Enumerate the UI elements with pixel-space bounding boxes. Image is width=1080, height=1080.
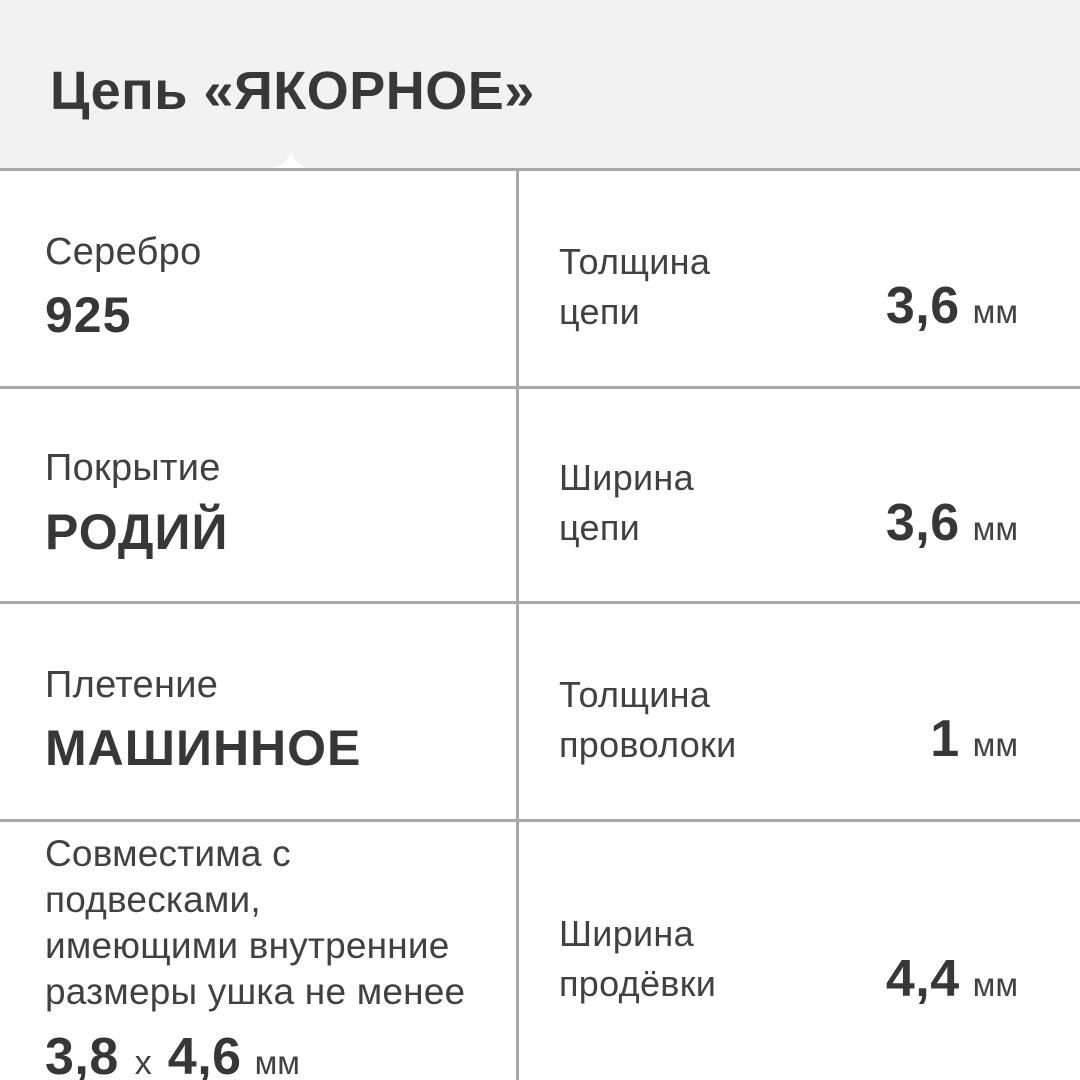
cell-coating: Покрытие РОДИЙ (0, 389, 516, 601)
cell-material: Серебро 925 (0, 171, 516, 386)
loop-width-value: 4,4 мм (886, 949, 1018, 1009)
material-value: 925 (45, 287, 132, 344)
value-number: 3,6 (885, 277, 960, 336)
coating-label: Покрытие (45, 447, 221, 490)
spec-table: Серебро 925 Толщина цепи 3,6 мм Покрытие (0, 168, 1080, 1080)
value-number: 4,4 (885, 949, 960, 1008)
table-row-material: Серебро 925 Толщина цепи 3,6 мм (0, 168, 1080, 386)
chain-width-label: Ширина цепи (559, 453, 694, 552)
compatibility-text: Совместима с подвесками, имеющими внутре… (45, 831, 496, 1015)
value-unit: мм (972, 509, 1018, 547)
label-line: Толщина (559, 673, 711, 715)
loop-width-label: Ширина продёвки (559, 909, 716, 1008)
value-unit: мм (972, 726, 1018, 764)
table-row-coating: Покрытие РОДИЙ Ширина цепи 3,6 мм (0, 386, 1080, 601)
cell-weave: Плетение МАШИННОЕ (0, 604, 516, 819)
cell-chain-width: Ширина цепи 3,6 мм (516, 389, 1080, 601)
chain-thickness-label: Толщина цепи (559, 237, 710, 336)
label-line: цепи (559, 507, 641, 548)
cell-chain-thickness: Толщина цепи 3,6 мм (516, 171, 1080, 386)
spec-pair: Толщина проволоки 1 мм (559, 670, 1018, 769)
text-line: размеры ушка не менее (45, 970, 466, 1012)
text-line: имеющими внутренние (45, 925, 450, 966)
label-line: Толщина (559, 240, 711, 282)
value-unit: мм (972, 965, 1018, 1003)
spec-pair: Ширина продёвки 4,4 мм (559, 909, 1018, 1008)
chain-width-value: 3,6 мм (886, 493, 1018, 553)
weave-value: МАШИННОЕ (45, 720, 362, 777)
text-line: Совместима с подвесками, (45, 833, 291, 921)
card-header: Цепь «ЯКОРНОЕ» (0, 0, 1080, 168)
wire-thickness-value: 1 мм (930, 709, 1018, 769)
chain-thickness-value: 3,6 мм (886, 276, 1018, 336)
value-number: 1 (930, 710, 960, 769)
wire-thickness-label: Толщина проволоки (559, 670, 736, 769)
label-line: проволоки (559, 723, 737, 765)
table-row-weave: Плетение МАШИННОЕ Толщина проволоки 1 мм (0, 601, 1080, 819)
dimension-separator: х (134, 1043, 152, 1080)
label-line: Ширина (559, 457, 694, 499)
dimension-number: 4,6 (167, 1027, 242, 1080)
coating-value: РОДИЙ (45, 503, 229, 560)
compatibility-dimensions: 3,8 х 4,6 мм (45, 1027, 496, 1080)
cell-compatibility: Совместима с подвесками, имеющими внутре… (0, 822, 516, 1080)
label-line: цепи (559, 290, 641, 332)
cell-loop-width: Ширина продёвки 4,4 мм (516, 822, 1080, 1080)
page-title: Цепь «ЯКОРНОЕ» (50, 61, 535, 121)
value-number: 3,6 (885, 493, 960, 552)
table-row-compatibility: Совместима с подвесками, имеющими внутре… (0, 819, 1080, 1080)
label-line: Ширина (559, 913, 694, 955)
material-label: Серебро (45, 230, 202, 273)
spec-pair: Ширина цепи 3,6 мм (559, 453, 1018, 552)
value-unit: мм (254, 1043, 300, 1080)
label-line: продёвки (559, 963, 717, 1004)
cell-wire-thickness: Толщина проволоки 1 мм (516, 604, 1080, 819)
spec-pair: Толщина цепи 3,6 мм (559, 237, 1018, 336)
callout-notch-icon (272, 152, 309, 168)
value-unit: мм (972, 293, 1018, 331)
dimension-number: 3,8 (45, 1027, 119, 1080)
weave-label: Плетение (45, 663, 219, 706)
